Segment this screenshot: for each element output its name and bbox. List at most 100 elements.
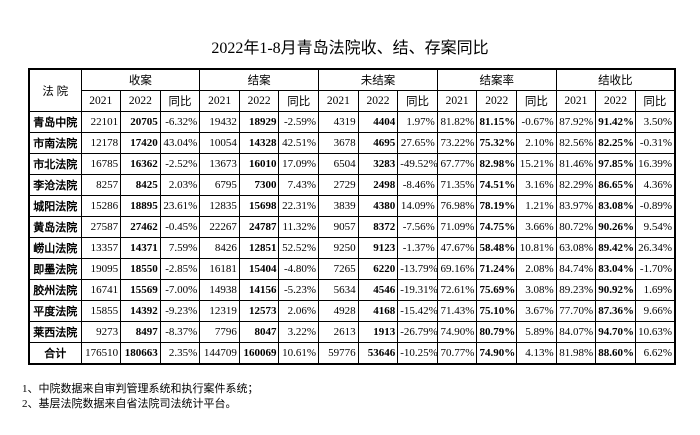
cell: -26.79% [397, 321, 438, 343]
cell: 12851 [238, 237, 280, 259]
group-header: 结收比 [555, 68, 676, 91]
cell: 18895 [120, 195, 161, 217]
data-row: 崂山法院 13357 14371 7.59% 8426 12851 52.52% 9250 91… [28, 237, 676, 259]
data-row: 城阳法院 15286 18895 23.61% 12835 15698 22.31% 3839… [28, 195, 676, 217]
cell: 1913 [357, 321, 399, 343]
court-name: 莱西法院 [28, 321, 82, 343]
cell: 5.89% [516, 321, 557, 343]
court-name: 合计 [28, 342, 82, 365]
group-header: 未结案 [318, 68, 438, 91]
cell: 58.48% [476, 237, 518, 259]
cell: 82.56% [555, 132, 597, 154]
cell: 5634 [318, 279, 359, 301]
cell: 74.90% [476, 342, 518, 365]
cell: -0.67% [516, 111, 557, 133]
cell: 6.62% [634, 342, 676, 365]
cell: 84.07% [555, 321, 597, 343]
cell: 14156 [238, 279, 280, 301]
cell: 89.42% [595, 237, 636, 259]
cell: 14371 [120, 237, 161, 259]
cell: -1.37% [397, 237, 438, 259]
cell: 74.90% [436, 321, 478, 343]
cell: 7.43% [278, 174, 320, 196]
cell: 9.66% [634, 300, 676, 322]
cell: 75.10% [476, 300, 518, 322]
cell: 2.35% [159, 342, 201, 365]
cell: -2.85% [159, 258, 201, 280]
cell: 6795 [199, 174, 240, 196]
cell: 91.42% [595, 111, 636, 133]
cell: 4168 [357, 300, 399, 322]
cell: 71.35% [436, 174, 478, 196]
cell: 15404 [238, 258, 280, 280]
cell: 3.66% [516, 216, 557, 238]
cell: 3.22% [278, 321, 320, 343]
sub-header: 2021 [555, 90, 597, 112]
court-name: 青岛中院 [28, 111, 82, 133]
cell: 43.04% [159, 132, 201, 154]
cell: -2.59% [278, 111, 320, 133]
sub-header: 2022 [476, 90, 518, 112]
cell: 16010 [238, 153, 280, 175]
cell: 22101 [80, 111, 122, 133]
cell: 42.51% [278, 132, 320, 154]
cell: 6504 [318, 153, 359, 175]
cell: 88.60% [595, 342, 636, 365]
court-name: 李沧法院 [28, 174, 82, 196]
court-name: 市南法院 [28, 132, 82, 154]
cell: 83.08% [595, 195, 636, 217]
cell: 6220 [357, 258, 399, 280]
cell: 27.65% [397, 132, 438, 154]
cell: 4.36% [634, 174, 676, 196]
cell: 8047 [238, 321, 280, 343]
cell: 63.08% [555, 237, 597, 259]
sub-header: 同比 [278, 90, 320, 112]
data-row: 黄岛法院 27587 27462 -0.45% 22267 24787 11.32% 9057… [28, 216, 676, 238]
cell: 81.46% [555, 153, 597, 175]
sub-header: 2021 [80, 90, 122, 112]
sub-header: 2021 [436, 90, 478, 112]
cell: -4.80% [278, 258, 320, 280]
cell: 67.77% [436, 153, 478, 175]
note: 2、基层法院数据来自省法院司法统计平台。 [22, 398, 237, 410]
data-row: 青岛中院 22101 20705 -6.32% 19432 18929 -2.59% 4319… [28, 111, 676, 133]
note: 1、中院数据来自审判管理系统和执行案件系统； [22, 383, 259, 395]
cell: 90.92% [595, 279, 636, 301]
cell: 77.70% [555, 300, 597, 322]
cell: -7.56% [397, 216, 438, 238]
data-row: 合计 176510 180663 2.35% 144709 160069 10.61% 597… [28, 342, 676, 365]
cell: 15855 [80, 300, 122, 322]
cell: 10.61% [278, 342, 320, 365]
sub-header: 同比 [397, 90, 438, 112]
cell: 15569 [120, 279, 161, 301]
cell: 14392 [120, 300, 161, 322]
cell: -1.70% [634, 258, 676, 280]
cell: 27462 [120, 216, 161, 238]
cell: 2613 [318, 321, 359, 343]
cell: 4928 [318, 300, 359, 322]
cell: -49.52% [397, 153, 438, 175]
cell: 22267 [199, 216, 240, 238]
sub-header: 2022 [595, 90, 636, 112]
cell: 18550 [120, 258, 161, 280]
court-name: 崂山法院 [28, 237, 82, 259]
cell: 89.23% [555, 279, 597, 301]
sub-header: 2022 [357, 90, 399, 112]
cell: 3678 [318, 132, 359, 154]
cell: 4319 [318, 111, 359, 133]
cell: -7.00% [159, 279, 201, 301]
cell: -8.46% [397, 174, 438, 196]
cell: 15.21% [516, 153, 557, 175]
cell: 71.43% [436, 300, 478, 322]
cell: 2.03% [159, 174, 201, 196]
cell: 8372 [357, 216, 399, 238]
cell: 12319 [199, 300, 240, 322]
cell: 14.09% [397, 195, 438, 217]
cell: 97.85% [595, 153, 636, 175]
cell: 14938 [199, 279, 240, 301]
cell: 2729 [318, 174, 359, 196]
court-name: 即墨法院 [28, 258, 82, 280]
cell: 2.10% [516, 132, 557, 154]
cell: -15.42% [397, 300, 438, 322]
